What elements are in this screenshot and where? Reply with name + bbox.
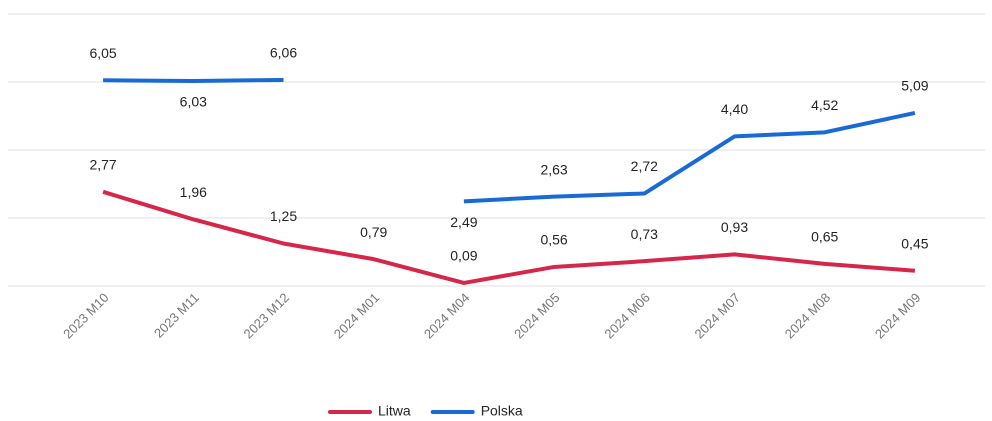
- data-label: 4,52: [811, 97, 838, 113]
- series-line: [102, 189, 916, 285]
- data-label: 4,40: [721, 101, 748, 117]
- legend-label: Litwa: [378, 403, 411, 419]
- x-tick-label: 2024 M05: [511, 290, 562, 341]
- data-label: 6,06: [270, 45, 297, 61]
- data-label: 2,63: [540, 161, 567, 177]
- x-tick-label: 2024 M07: [692, 290, 743, 341]
- x-tick-label: 2024 M01: [331, 290, 382, 341]
- series-line: [103, 77, 284, 83]
- data-label: 0,09: [450, 248, 477, 264]
- data-label: 2,72: [631, 158, 658, 174]
- data-label: 1,96: [180, 184, 207, 200]
- x-tick-label: 2024 M09: [872, 290, 923, 341]
- x-tick-label: 2023 M12: [241, 290, 292, 341]
- data-label: 0,73: [631, 226, 658, 242]
- data-label: 6,05: [89, 45, 116, 61]
- data-label: 2,77: [89, 157, 116, 173]
- x-tick-label: 2024 M08: [782, 290, 833, 341]
- data-label: 0,65: [811, 229, 838, 245]
- series-line: [463, 110, 916, 204]
- data-label: 0,93: [721, 219, 748, 235]
- data-label: 5,09: [901, 78, 928, 94]
- x-tick-label: 2024 M06: [601, 290, 652, 341]
- data-label: 2,49: [450, 214, 477, 230]
- x-tick-label: 2023 M10: [60, 290, 111, 341]
- x-tick-label: 2023 M11: [151, 290, 202, 341]
- data-label: 0,45: [901, 235, 928, 251]
- data-label: 1,25: [270, 208, 297, 224]
- data-label: 0,56: [540, 232, 567, 248]
- data-label: 0,79: [360, 224, 387, 240]
- data-label: 6,03: [180, 94, 207, 110]
- legend-label: Polska: [481, 403, 523, 419]
- x-tick-label: 2024 M04: [421, 290, 472, 341]
